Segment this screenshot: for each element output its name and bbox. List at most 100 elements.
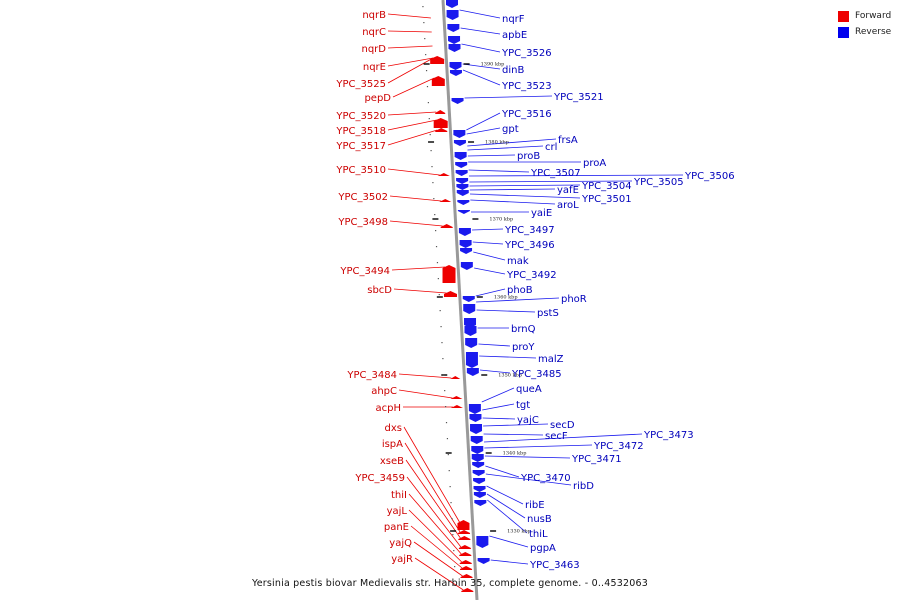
reverse-gene-label[interactable]: pgpA bbox=[530, 543, 556, 554]
forward-gene-label[interactable]: YPC_3517 bbox=[335, 141, 386, 152]
reverse-gene-label[interactable]: frsA bbox=[558, 135, 578, 146]
forward-gene-label[interactable]: YPC_3520 bbox=[335, 111, 386, 122]
reverse-gene-label[interactable]: YPC_3506 bbox=[684, 171, 735, 182]
forward-gene-glyph[interactable] bbox=[450, 405, 463, 408]
reverse-gene-glyph[interactable] bbox=[473, 478, 486, 484]
reverse-gene-glyph[interactable] bbox=[449, 62, 462, 70]
forward-gene-label[interactable]: nqrC bbox=[362, 27, 386, 38]
reverse-gene-glyph[interactable] bbox=[470, 436, 483, 444]
reverse-gene-label[interactable]: YPC_3471 bbox=[571, 454, 622, 465]
forward-gene-glyph[interactable] bbox=[461, 588, 474, 592]
reverse-gene-label[interactable]: YPC_3497 bbox=[504, 225, 555, 236]
reverse-gene-glyph[interactable] bbox=[448, 44, 461, 52]
reverse-gene-glyph[interactable] bbox=[455, 162, 468, 168]
forward-gene-glyph[interactable] bbox=[458, 530, 471, 534]
reverse-gene-label[interactable]: brnQ bbox=[511, 324, 536, 335]
reverse-gene-glyph[interactable] bbox=[453, 130, 466, 138]
reverse-gene-label[interactable]: phoB bbox=[507, 285, 533, 296]
reverse-gene-label[interactable]: yajC bbox=[517, 415, 539, 426]
reverse-gene-label[interactable]: yafE bbox=[557, 185, 579, 196]
reverse-gene-label[interactable]: gpt bbox=[502, 124, 519, 135]
forward-gene-glyph[interactable] bbox=[443, 291, 457, 297]
forward-gene-label[interactable]: yajR bbox=[391, 554, 413, 565]
reverse-gene-glyph[interactable] bbox=[473, 486, 486, 492]
reverse-gene-glyph[interactable] bbox=[468, 404, 481, 414]
reverse-gene-label[interactable]: YPC_3501 bbox=[581, 194, 632, 205]
reverse-gene-label[interactable]: phoR bbox=[561, 294, 587, 305]
reverse-gene-label[interactable]: crl bbox=[545, 142, 557, 153]
reverse-gene-glyph[interactable] bbox=[453, 140, 466, 146]
reverse-gene-label[interactable]: nusB bbox=[527, 514, 552, 525]
forward-gene-label[interactable]: dxs bbox=[385, 423, 402, 434]
forward-gene-label[interactable]: YPC_3518 bbox=[335, 126, 386, 137]
forward-gene-label[interactable]: YPC_3484 bbox=[346, 370, 397, 381]
reverse-gene-label[interactable]: YPC_3521 bbox=[553, 92, 604, 103]
forward-gene-label[interactable]: ahpC bbox=[371, 386, 397, 397]
reverse-gene-label[interactable]: YPC_3504 bbox=[581, 181, 632, 192]
reverse-gene-glyph[interactable] bbox=[472, 470, 485, 476]
reverse-gene-glyph[interactable] bbox=[476, 536, 489, 548]
forward-gene-glyph[interactable] bbox=[460, 574, 473, 578]
forward-gene-glyph[interactable] bbox=[439, 199, 452, 202]
reverse-gene-label[interactable]: malZ bbox=[538, 354, 564, 365]
reverse-gene-glyph[interactable] bbox=[474, 500, 487, 506]
forward-gene-label[interactable]: YPC_3502 bbox=[337, 192, 388, 203]
reverse-gene-label[interactable]: tgt bbox=[516, 400, 530, 411]
reverse-gene-glyph[interactable] bbox=[472, 462, 485, 468]
forward-gene-label[interactable]: thiI bbox=[391, 490, 407, 501]
forward-gene-label[interactable]: nqrD bbox=[362, 44, 387, 55]
reverse-gene-glyph[interactable] bbox=[458, 228, 471, 236]
reverse-gene-label[interactable]: YPC_3492 bbox=[506, 270, 557, 281]
reverse-gene-label[interactable]: YPC_3463 bbox=[529, 560, 580, 571]
reverse-gene-label[interactable]: ribE bbox=[525, 500, 545, 511]
forward-gene-label[interactable]: yajL bbox=[387, 506, 408, 517]
reverse-gene-label[interactable]: YPC_3472 bbox=[593, 441, 644, 452]
reverse-gene-label[interactable]: aroL bbox=[557, 200, 579, 211]
reverse-gene-label[interactable]: proA bbox=[583, 158, 606, 169]
forward-gene-glyph[interactable] bbox=[459, 560, 472, 564]
reverse-gene-glyph[interactable] bbox=[451, 98, 464, 104]
forward-gene-label[interactable]: yajQ bbox=[389, 538, 412, 549]
reverse-gene-glyph[interactable] bbox=[465, 352, 478, 368]
forward-gene-label[interactable]: YPC_3525 bbox=[335, 79, 386, 90]
reverse-gene-label[interactable]: YPC_3526 bbox=[501, 48, 552, 59]
forward-gene-glyph[interactable] bbox=[457, 520, 470, 530]
reverse-gene-glyph[interactable] bbox=[448, 36, 461, 44]
reverse-gene-glyph[interactable] bbox=[460, 248, 473, 254]
reverse-gene-label[interactable]: secF bbox=[545, 431, 568, 442]
forward-gene-glyph[interactable] bbox=[458, 545, 471, 549]
reverse-gene-label[interactable]: dinB bbox=[502, 65, 524, 76]
forward-gene-glyph[interactable] bbox=[460, 566, 473, 570]
reverse-gene-glyph[interactable] bbox=[460, 262, 473, 270]
forward-gene-label[interactable]: YPC_3494 bbox=[339, 266, 390, 277]
reverse-gene-label[interactable]: mak bbox=[507, 256, 529, 267]
reverse-gene-label[interactable]: queA bbox=[516, 384, 542, 395]
reverse-gene-glyph[interactable] bbox=[456, 190, 469, 196]
reverse-gene-glyph[interactable] bbox=[456, 178, 469, 184]
forward-gene-label[interactable]: nqrB bbox=[362, 10, 386, 21]
forward-gene-label[interactable]: ispA bbox=[382, 439, 403, 450]
forward-gene-glyph[interactable] bbox=[450, 376, 461, 379]
reverse-gene-label[interactable]: YPC_3505 bbox=[633, 177, 684, 188]
forward-gene-glyph[interactable] bbox=[430, 56, 445, 64]
forward-gene-label[interactable]: YPC_3510 bbox=[335, 165, 386, 176]
reverse-gene-glyph[interactable] bbox=[459, 240, 472, 248]
reverse-gene-label[interactable]: YPC_3523 bbox=[501, 81, 552, 92]
reverse-gene-label[interactable]: YPC_3507 bbox=[530, 168, 581, 179]
forward-gene-glyph[interactable] bbox=[458, 536, 471, 540]
forward-gene-glyph[interactable] bbox=[459, 552, 472, 556]
reverse-gene-label[interactable]: yaiE bbox=[531, 208, 552, 219]
reverse-gene-glyph[interactable] bbox=[464, 326, 477, 336]
forward-gene-label[interactable]: YPC_3498 bbox=[337, 217, 388, 228]
forward-gene-glyph[interactable] bbox=[431, 76, 445, 86]
forward-gene-glyph[interactable] bbox=[440, 224, 453, 228]
forward-gene-glyph[interactable] bbox=[450, 396, 463, 399]
reverse-gene-glyph[interactable] bbox=[464, 318, 477, 328]
forward-gene-label[interactable]: sbcD bbox=[367, 285, 392, 296]
reverse-gene-glyph[interactable] bbox=[457, 200, 470, 205]
reverse-gene-glyph[interactable] bbox=[471, 454, 484, 462]
reverse-gene-glyph[interactable] bbox=[446, 10, 459, 20]
reverse-gene-glyph[interactable] bbox=[449, 70, 462, 76]
reverse-gene-label[interactable]: proY bbox=[512, 342, 535, 353]
reverse-gene-glyph[interactable] bbox=[477, 558, 490, 564]
